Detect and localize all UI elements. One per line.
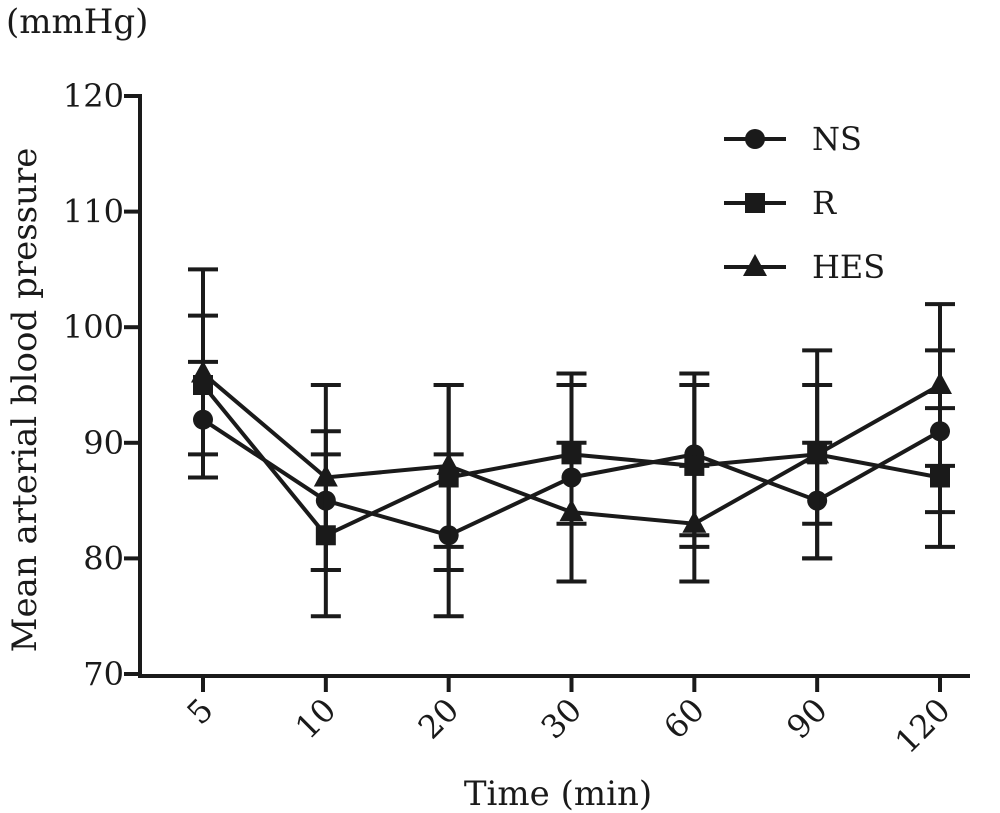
- x-tick-label: 90: [779, 691, 835, 747]
- x-tick-label: 20: [411, 691, 467, 747]
- x-tick-label: 10: [288, 691, 344, 747]
- y-tick-label: 90: [83, 424, 124, 462]
- data-point-r: [930, 467, 950, 488]
- series-hes: [188, 267, 955, 584]
- data-point-hes: [191, 360, 215, 383]
- legend-marker-ns: [745, 129, 765, 149]
- legend-marker-hes: [743, 254, 767, 276]
- legend-item-r: R: [724, 184, 837, 222]
- data-point-hes: [436, 452, 461, 475]
- data-point-hes: [682, 510, 707, 533]
- x-tick-label: 120: [888, 691, 958, 761]
- x-axis-label: Time (min): [464, 774, 652, 813]
- data-point-hes: [559, 499, 584, 522]
- data-point-hes: [805, 441, 830, 464]
- y-tick-label: 110: [63, 193, 124, 231]
- legend-item-ns: NS: [724, 120, 862, 158]
- data-point-hes: [313, 464, 338, 487]
- data-point-hes: [928, 372, 952, 394]
- series-layer: [188, 267, 955, 619]
- legend-item-hes: HES: [724, 248, 885, 286]
- x-tick-label: 30: [533, 691, 589, 747]
- legend-marker-r: [745, 193, 765, 213]
- legend-label-ns: NS: [812, 120, 862, 158]
- legend: NS R HES: [724, 120, 885, 286]
- y-unit-label: (mmHg): [6, 2, 149, 42]
- y-axis-label: Mean arterial blood pressure: [5, 148, 45, 653]
- legend-label-r: R: [812, 184, 837, 222]
- legend-label-hes: HES: [812, 248, 885, 286]
- x-tick-label: 5: [179, 691, 220, 732]
- y-tick-label: 100: [63, 308, 124, 346]
- y-tick-label: 70: [83, 655, 124, 693]
- y-tick-label: 80: [83, 539, 124, 577]
- x-tick-label: 60: [656, 691, 712, 747]
- y-tick-label: 120: [63, 77, 124, 115]
